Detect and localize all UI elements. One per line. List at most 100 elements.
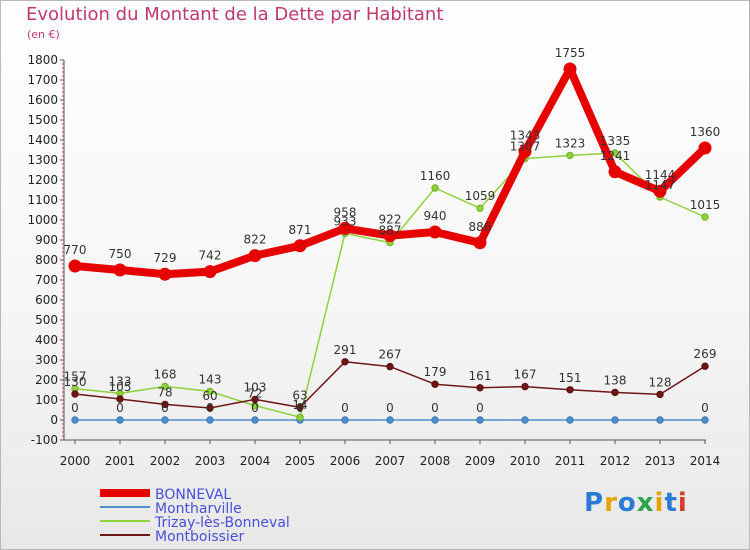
y-tick-label: 1800 (27, 53, 58, 67)
data-label: 179 (424, 365, 447, 379)
data-label: 0 (206, 401, 214, 415)
data-point (341, 358, 349, 366)
data-label: 1323 (555, 136, 586, 150)
logo-letter: P (584, 488, 605, 518)
legend-label: Montboissier (155, 529, 244, 545)
logo-letter: r (604, 488, 618, 518)
data-label: 958 (334, 205, 357, 219)
x-tick-label: 2006 (330, 454, 361, 468)
y-tick-label: 700 (35, 273, 58, 287)
x-tick-label: 2010 (510, 454, 541, 468)
x-tick-label: 2001 (105, 454, 136, 468)
data-point (566, 416, 574, 424)
data-point (521, 416, 529, 424)
data-label: 161 (469, 369, 492, 383)
y-tick-label: 200 (35, 373, 58, 387)
logo-letter: i (654, 488, 665, 518)
data-point (428, 225, 442, 239)
data-point (476, 204, 484, 212)
data-point (161, 400, 169, 409)
x-tick-label: 2003 (195, 454, 226, 468)
data-point (116, 395, 124, 403)
data-label: 822 (244, 233, 267, 247)
data-label: 60 (202, 389, 217, 403)
data-label: 138 (604, 373, 627, 387)
data-point (476, 416, 484, 424)
data-label: 1307 (510, 140, 541, 154)
y-tick-label: 500 (35, 313, 58, 327)
data-point (701, 213, 709, 221)
data-point (473, 236, 487, 250)
data-point (698, 141, 712, 155)
y-tick-label: 600 (35, 293, 58, 307)
data-point (608, 165, 622, 179)
y-tick-label: 800 (35, 253, 58, 267)
data-point (383, 229, 397, 243)
y-tick-label: 0 (50, 413, 58, 427)
data-label: 128 (649, 375, 672, 389)
data-point (653, 184, 667, 198)
data-label: 0 (71, 401, 79, 415)
data-label: 267 (379, 348, 402, 362)
data-label: 750 (109, 247, 132, 261)
data-label: 742 (199, 249, 222, 263)
data-label: 63 (292, 388, 307, 402)
data-point (611, 388, 619, 397)
x-tick-label: 2000 (60, 454, 91, 468)
data-label: 167 (514, 368, 537, 382)
data-label: 922 (379, 213, 402, 227)
data-label: 0 (476, 401, 484, 415)
x-tick-label: 2002 (150, 454, 181, 468)
data-point (293, 239, 307, 253)
y-tick-label: 1500 (27, 113, 58, 127)
x-tick-label: 2012 (600, 454, 631, 468)
data-point (341, 416, 349, 424)
data-label: 130 (64, 375, 87, 389)
data-label: 0 (251, 401, 259, 415)
data-label: 0 (701, 401, 709, 415)
data-label: 0 (386, 401, 394, 415)
logo-letter: o (617, 488, 637, 518)
data-point (161, 382, 169, 391)
data-label: 0 (116, 401, 124, 415)
logo-letter: i (677, 488, 688, 518)
legend-label: BONNEVAL (155, 487, 231, 503)
data-point (68, 259, 82, 273)
unit-label: (en €) (27, 28, 60, 41)
x-tick-label: 2014 (690, 454, 721, 468)
legend-label: Montharville (155, 501, 242, 517)
legend-label: Trizay-lès-Bonneval (154, 515, 290, 531)
data-point (161, 416, 169, 424)
y-tick-label: 900 (35, 233, 58, 247)
data-point (386, 416, 394, 424)
y-tick-label: 1600 (27, 93, 58, 107)
y-tick-label: -100 (31, 433, 58, 447)
data-label: 940 (424, 209, 447, 223)
data-point (566, 151, 574, 160)
logo-letter: t (664, 488, 678, 518)
data-label: 0 (161, 401, 169, 415)
data-point (206, 404, 214, 412)
data-label: 105 (109, 380, 132, 394)
y-tick-label: 1100 (27, 193, 58, 207)
data-point (113, 263, 127, 277)
data-point (386, 362, 394, 371)
data-label: 1147 (645, 178, 676, 192)
data-point (296, 403, 304, 412)
data-point (251, 416, 259, 424)
proxiti-logo: Proxiti (584, 488, 688, 518)
data-point (701, 416, 709, 424)
data-label: 1144 (645, 168, 676, 182)
data-label: 151 (559, 371, 582, 385)
y-tick-label: 100 (35, 393, 58, 407)
data-point (563, 62, 577, 76)
data-label: 72 (247, 387, 262, 401)
x-tick-label: 2011 (555, 454, 586, 468)
data-point (338, 221, 352, 235)
data-point (611, 149, 619, 157)
data-point (203, 265, 217, 279)
data-label: 887 (379, 224, 402, 238)
data-label: 1160 (420, 169, 451, 183)
